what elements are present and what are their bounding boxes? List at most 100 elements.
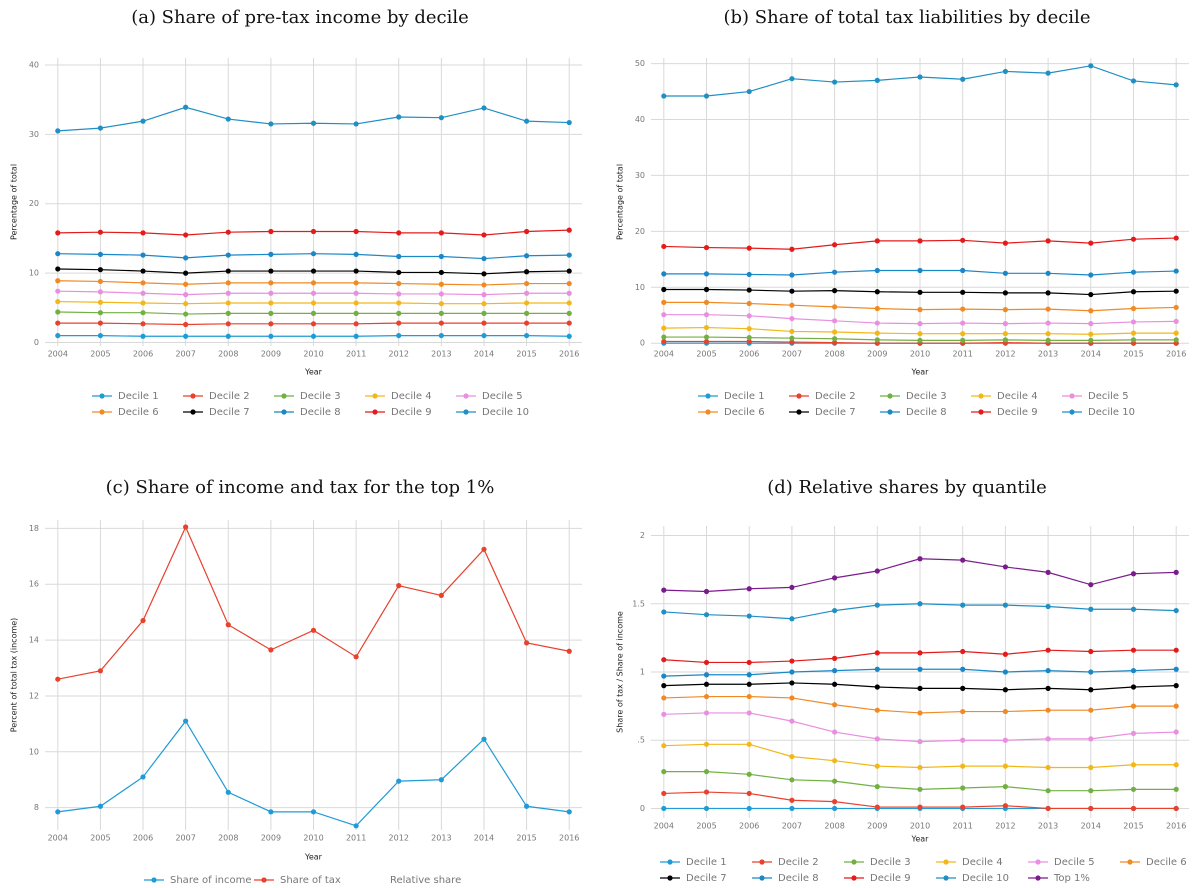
data-point [960,557,966,563]
data-point [438,310,444,316]
data-point [789,777,795,783]
data-point [225,321,231,327]
data-point [1002,687,1008,693]
data-point [703,672,710,678]
data-point [960,648,966,655]
data-point [746,771,752,777]
data-point [1130,730,1137,737]
data-point [917,556,923,562]
y-tick-label: .5 [637,736,645,745]
y-tick-label: 40 [29,60,39,69]
chart-title: (c) Share of income and tax for the top … [106,477,495,498]
data-point [1088,582,1094,588]
legend-label: Decile 2 [778,857,819,868]
data-point [438,269,444,276]
data-point [55,278,61,284]
y-tick-label: 10 [29,747,39,756]
x-tick-label: 2010 [910,350,930,359]
data-point [353,321,359,327]
data-point [1173,569,1179,575]
data-point [960,708,966,715]
y-axis-label: Share of tax / Share of income [616,611,625,733]
data-point [1173,805,1179,812]
data-point [874,804,880,810]
data-point [140,617,146,624]
y-tick-label: 16 [29,580,39,589]
x-tick-label: 2012 [389,350,409,359]
data-point [438,777,444,783]
x-tick-label: 2007 [782,822,802,831]
data-point [97,320,104,326]
data-point [874,707,880,713]
x-tick-label: 2010 [303,834,323,843]
data-point [140,321,146,327]
data-point [1088,321,1094,327]
data-point [481,232,487,238]
data-point [746,710,752,716]
data-point [1130,236,1137,242]
legend-marker [463,409,469,415]
x-tick-label: 2006 [133,350,153,359]
x-tick-label: 2016 [559,834,579,843]
legend-label: Decile 3 [300,391,341,402]
data-point [97,229,104,235]
x-tick-label: 2009 [261,350,281,359]
data-point [183,321,189,328]
x-tick-label: 2008 [824,350,844,359]
data-point [523,269,530,275]
data-point [917,331,923,337]
y-tick-label: 0 [34,338,39,347]
data-point [353,251,359,257]
data-point [1045,337,1051,344]
data-point [268,121,274,127]
data-point [746,313,752,319]
data-point [832,575,838,581]
data-point [55,230,61,236]
legend-label: Decile 3 [906,391,947,402]
x-tick-label: 2005 [696,822,716,831]
data-point [874,684,880,690]
data-point [310,627,317,633]
data-point [661,609,667,615]
legend-label: Decile 7 [686,873,727,884]
data-point [917,685,923,691]
data-point [832,304,838,310]
x-tick-label: 2004 [654,350,674,359]
data-point [746,741,752,747]
data-point [703,588,710,595]
x-tick-label: 2011 [346,350,366,359]
data-point [55,320,61,326]
data-point [225,622,231,628]
legend-marker [463,393,469,399]
data-point [97,299,104,305]
data-point [703,681,710,687]
data-point [97,310,104,316]
legend-marker [190,393,196,399]
data-point [1002,307,1008,313]
data-point [310,809,317,815]
x-tick-label: 2016 [1166,822,1186,831]
data-point [960,737,966,743]
data-point [1130,668,1137,674]
data-point [1088,337,1094,344]
data-point [832,318,838,324]
data-point [523,290,530,296]
data-point [310,228,317,235]
data-point [1002,763,1008,769]
data-point [396,253,402,260]
x-tick-label: 2010 [303,350,323,359]
data-point [917,764,923,771]
legend-marker [99,393,105,399]
data-point [1088,606,1094,612]
data-point [353,310,359,316]
data-point [310,300,317,306]
data-point [183,524,189,530]
data-point [960,337,966,344]
data-point [661,334,667,340]
data-point [1130,606,1137,612]
data-point [1173,607,1179,614]
x-tick-label: 2008 [824,822,844,831]
data-point [1173,666,1179,672]
legend-label: Decile 7 [209,407,250,418]
data-point [523,310,530,316]
